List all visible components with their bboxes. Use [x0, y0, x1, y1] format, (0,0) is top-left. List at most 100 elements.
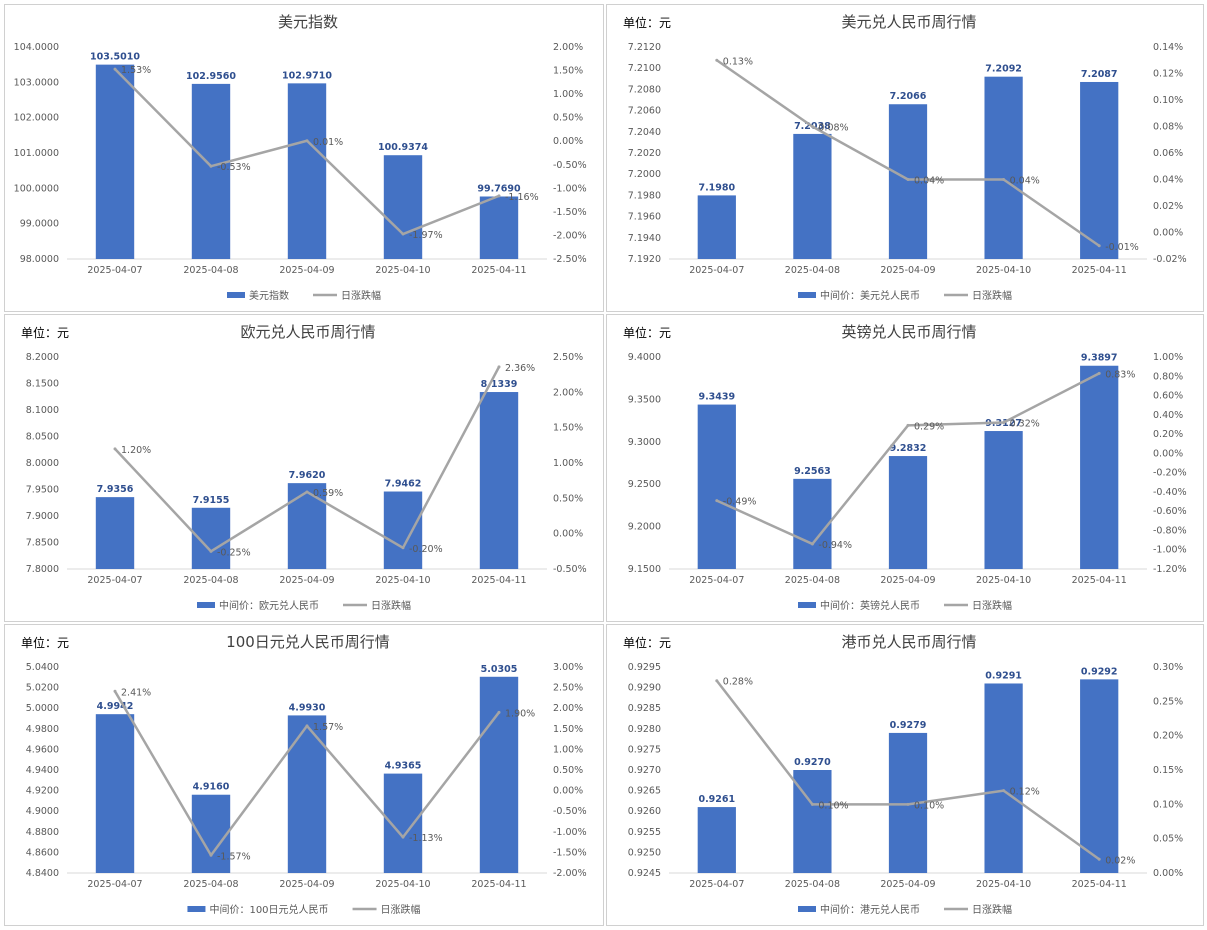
y-left-tick-label: 99.0000 [20, 219, 59, 230]
line-data-label: 0.04% [914, 176, 944, 187]
legend-bar-label: 中间价：欧元兑人民币 [219, 599, 319, 612]
y-left-tick-label: 8.0500 [26, 432, 59, 443]
line-point [1002, 789, 1006, 793]
line-point [1002, 421, 1006, 425]
legend-bar-swatch [187, 906, 206, 912]
legend-line-label: 日涨跌幅 [341, 289, 381, 302]
y-right-tick-label: 0.00% [553, 136, 583, 147]
line-point [497, 365, 501, 369]
bar [287, 83, 327, 259]
y-right-tick-label: 0.00% [1153, 448, 1183, 459]
legend-bar-label: 中间价：英镑兑人民币 [820, 599, 920, 612]
y-left-tick-label: 0.9285 [628, 703, 661, 714]
line-data-label: -0.01% [1105, 242, 1139, 253]
y-left-tick-label: 100.0000 [14, 183, 59, 194]
x-tick-label: 2025-04-10 [375, 265, 430, 276]
y-right-tick-label: 0.06% [1153, 148, 1183, 159]
y-right-tick-label: 0.50% [553, 765, 583, 776]
y-right-tick-label: -1.50% [553, 847, 587, 858]
line-point [1097, 371, 1101, 375]
y-left-tick-label: 8.2000 [26, 352, 59, 363]
y-right-tick-label: -0.50% [553, 806, 587, 817]
y-left-tick-label: 4.9200 [26, 786, 59, 797]
y-left-tick-label: 0.9270 [628, 765, 661, 776]
y-right-tick-label: 0.50% [553, 493, 583, 504]
y-left-tick-label: 0.9260 [628, 806, 661, 817]
bar-data-label: 7.9620 [289, 470, 326, 481]
legend: 中间价：英镑兑人民币 日涨跌幅 [798, 599, 1012, 612]
y-right-tick-label: 0.00% [1153, 868, 1183, 879]
bar-data-label: 4.9365 [385, 761, 422, 772]
bar-data-label: 103.5010 [90, 52, 140, 63]
y-left-tick-label: 9.1500 [628, 564, 661, 575]
line-point [305, 724, 309, 728]
x-tick-label: 2025-04-09 [880, 879, 935, 890]
line-data-label: 1.57% [313, 722, 343, 733]
y-right-tick-label: 0.02% [1153, 201, 1183, 212]
bar-data-label: 7.1980 [698, 182, 735, 193]
y-right-tick-label: 2.00% [553, 42, 583, 53]
legend: 中间价：美元兑人民币 日涨跌幅 [798, 289, 1012, 302]
x-tick-label: 2025-04-11 [471, 575, 526, 586]
line-data-label: -0.94% [818, 540, 852, 551]
unit-label: 单位：元 [623, 325, 671, 340]
y-right-tick-label: -1.00% [553, 183, 587, 194]
chart-title: 欧元兑人民币周行情 [240, 323, 375, 341]
line-data-label: -1.97% [409, 230, 443, 241]
bar-data-label: 100.9374 [378, 142, 428, 153]
y-right-tick-label: 2.50% [553, 683, 583, 694]
bar [479, 196, 519, 259]
bar-data-label: 0.9292 [1081, 666, 1118, 677]
line-data-label: -1.13% [409, 833, 443, 844]
x-tick-label: 2025-04-11 [1072, 575, 1127, 586]
x-tick-label: 2025-04-08 [183, 879, 238, 890]
y-right-tick-label: 0.50% [553, 113, 583, 124]
y-right-tick-label: -0.50% [553, 160, 587, 171]
y-right-tick-label: 1.00% [553, 744, 583, 755]
legend: 中间价：港元兑人民币 日涨跌幅 [798, 903, 1012, 916]
bar [95, 497, 135, 569]
y-right-tick-label: 0.20% [1153, 731, 1183, 742]
y-right-tick-label: 0.10% [1153, 799, 1183, 810]
y-left-tick-label: 4.9400 [26, 765, 59, 776]
x-tick-label: 2025-04-08 [785, 575, 840, 586]
line-point [810, 542, 814, 546]
y-left-tick-label: 7.2000 [628, 169, 661, 180]
y-right-tick-label: -0.60% [1153, 506, 1187, 517]
unit-label: 单位：元 [623, 15, 671, 30]
y-left-tick-label: 7.2020 [628, 148, 661, 159]
y-left-tick-label: 7.2080 [628, 84, 661, 95]
y-right-tick-label: -0.40% [1153, 487, 1187, 498]
line-data-label: 0.04% [1010, 176, 1040, 187]
line-data-label: 0.83% [1105, 369, 1135, 380]
x-tick-label: 2025-04-10 [375, 575, 430, 586]
y-left-tick-label: 7.2040 [628, 127, 661, 138]
bar-data-label: 7.2092 [985, 64, 1022, 75]
y-left-tick-label: 0.9245 [628, 868, 661, 879]
x-tick-label: 2025-04-09 [279, 265, 334, 276]
line-data-label: -0.20% [409, 544, 443, 555]
y-right-tick-label: 0.00% [553, 786, 583, 797]
line-data-label: 0.10% [914, 800, 944, 811]
y-left-tick-label: 8.1000 [26, 405, 59, 416]
y-left-tick-label: 5.0400 [26, 662, 59, 673]
bar [984, 76, 1023, 260]
line-point [1097, 244, 1101, 248]
y-right-tick-label: -0.50% [553, 564, 587, 575]
y-left-tick-label: 0.9295 [628, 662, 661, 673]
line-point [1002, 178, 1006, 181]
y-left-tick-label: 9.3000 [628, 437, 661, 448]
y-left-tick-label: 4.9600 [26, 744, 59, 755]
x-tick-label: 2025-04-11 [471, 265, 526, 276]
y-right-tick-label: 1.00% [553, 458, 583, 469]
line-data-label: -1.57% [217, 851, 251, 862]
y-right-tick-label: 2.00% [553, 387, 583, 398]
y-right-tick-label: -0.02% [1153, 254, 1187, 265]
bar [1080, 679, 1119, 873]
y-right-tick-label: 0.00% [1153, 228, 1183, 239]
y-left-tick-label: 7.2060 [628, 106, 661, 117]
y-right-tick-label: 0.25% [1153, 696, 1183, 707]
bar-data-label: 4.9930 [289, 702, 326, 713]
line-point [305, 490, 309, 494]
